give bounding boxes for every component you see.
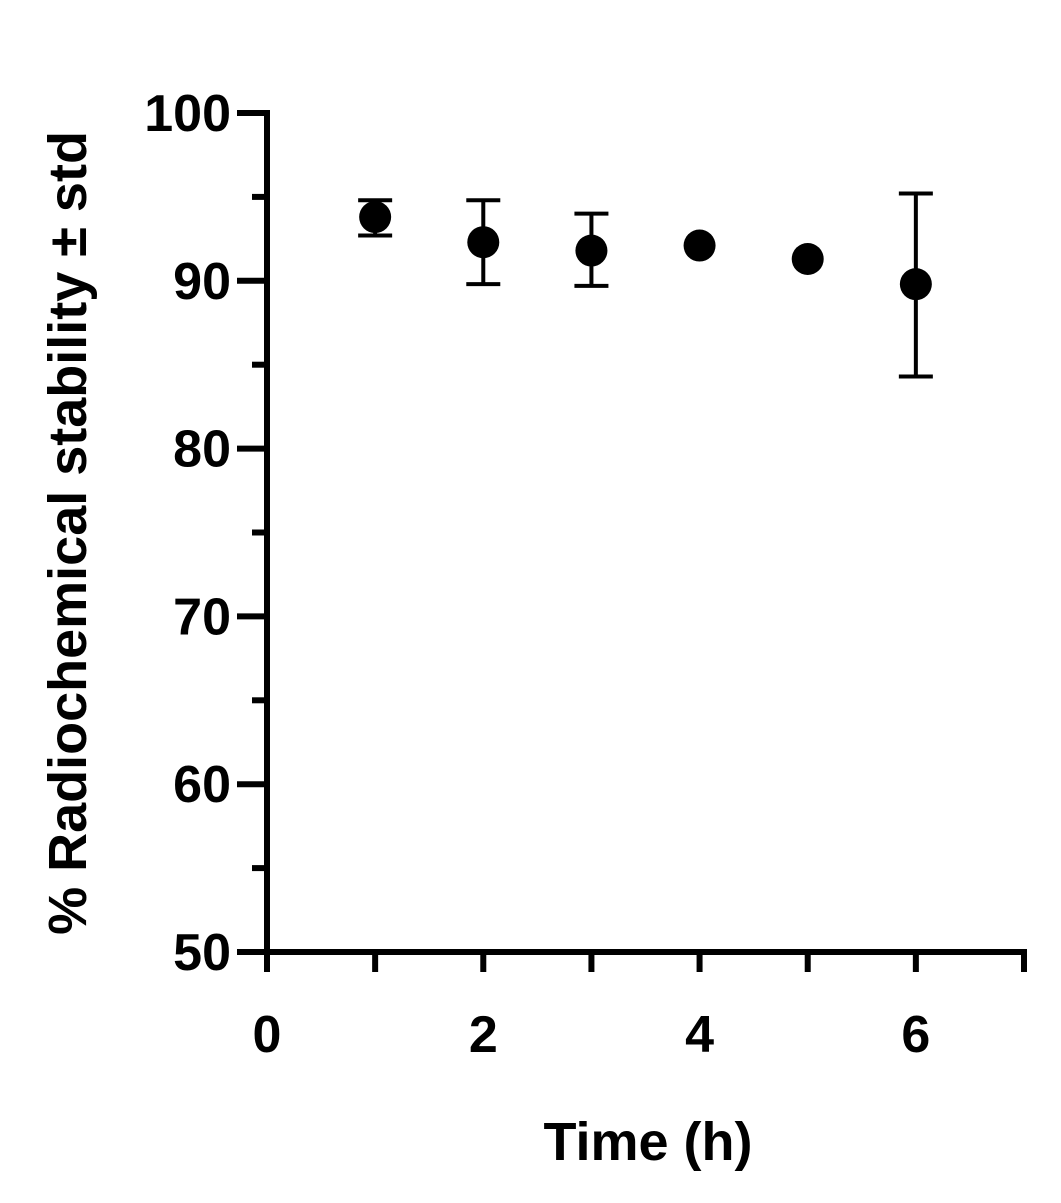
data-point bbox=[575, 234, 608, 267]
y-tick-label: 50 bbox=[173, 924, 231, 982]
x-axis-title: Time (h) bbox=[543, 1112, 752, 1172]
data-point bbox=[467, 226, 500, 259]
x-tick-label: 2 bbox=[469, 1006, 498, 1064]
x-tick-label: 4 bbox=[685, 1006, 714, 1064]
tick-labels: 50 60 70 80 90 100 0 2 4 6 bbox=[144, 85, 930, 1064]
y-tick-label: 90 bbox=[173, 253, 231, 311]
x-tick-label: 6 bbox=[901, 1006, 930, 1064]
data-point bbox=[683, 229, 716, 262]
x-tick-label: 0 bbox=[253, 1006, 282, 1064]
data-point bbox=[899, 268, 932, 301]
data-point bbox=[791, 242, 824, 275]
data-point bbox=[359, 201, 392, 234]
y-tick-label: 70 bbox=[173, 588, 231, 646]
error-bars bbox=[358, 191, 933, 379]
y-tick-label: 100 bbox=[144, 85, 231, 143]
data-points bbox=[359, 201, 932, 301]
y-axis-title: % Radiochemical stability ± std bbox=[38, 131, 98, 935]
y-tick-label: 60 bbox=[173, 756, 231, 814]
axis-ticks bbox=[237, 110, 1027, 972]
y-tick-label: 80 bbox=[173, 421, 231, 479]
